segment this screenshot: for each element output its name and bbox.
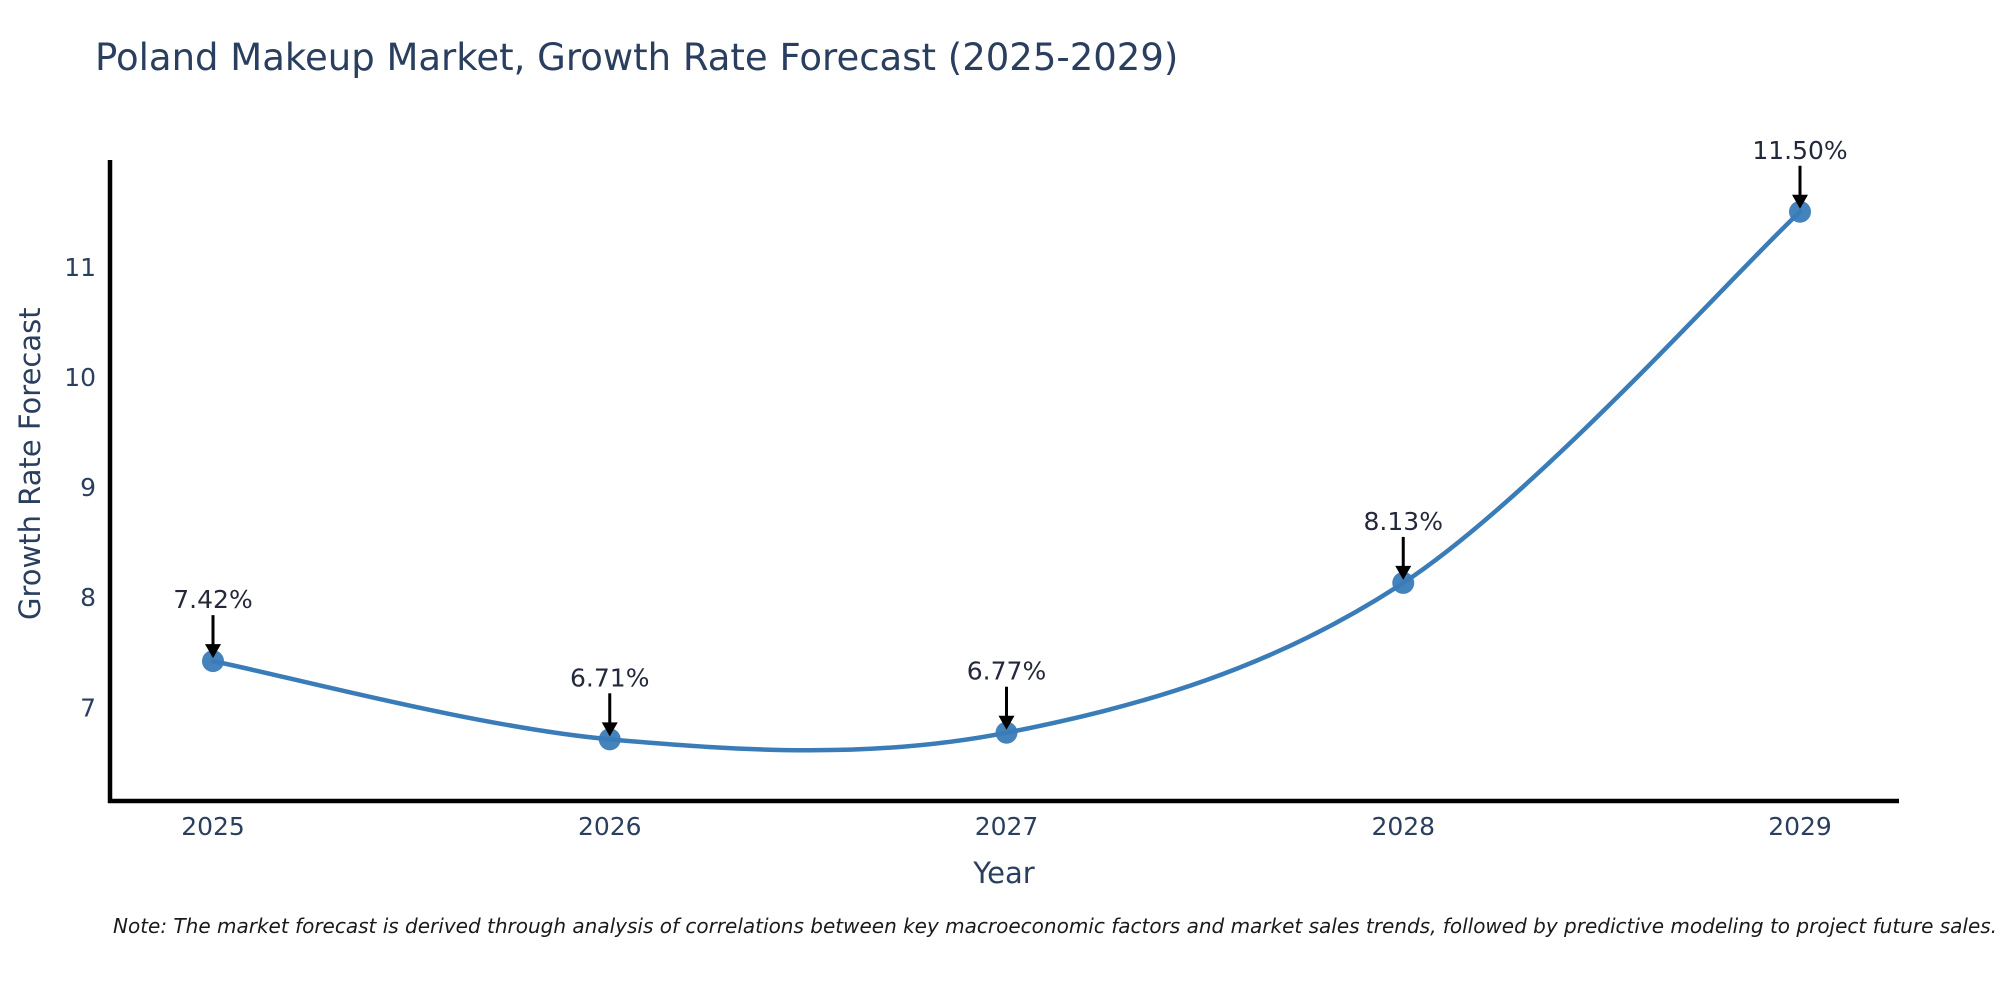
annotation-arrowhead [205,644,221,659]
annotation-label: 7.42% [173,585,252,614]
x-axis-title: Year [973,856,1035,890]
chart-title: Poland Makeup Market, Growth Rate Foreca… [95,36,1179,79]
y-tick-label: 8 [80,583,96,612]
annotation-label: 8.13% [1364,507,1443,536]
footnote: Note: The market forecast is derived thr… [113,914,1998,938]
x-tick-label: 2025 [181,812,245,841]
annotation-arrowhead [1792,194,1808,209]
annotation-arrowhead [998,715,1015,730]
y-tick-label: 9 [80,473,96,502]
x-tick-label: 2027 [975,812,1039,841]
annotation-arrowhead [601,722,618,737]
annotation-label: 11.50% [1752,136,1847,165]
annotation-arrowhead [1395,565,1412,580]
y-tick-label: 7 [80,693,96,722]
annotation-label: 6.77% [967,657,1046,686]
data-point-marker [1392,571,1415,594]
y-tick-label: 11 [64,253,96,282]
data-point-marker [995,721,1018,744]
x-tick-label: 2028 [1371,812,1435,841]
data-point-marker [598,728,621,751]
x-tick-label: 2029 [1768,812,1832,841]
data-point-marker [202,650,224,673]
annotation-label: 6.71% [570,663,649,692]
y-tick-label: 10 [64,363,96,392]
data-point-marker [1789,200,1811,223]
x-tick-label: 2026 [578,812,642,841]
